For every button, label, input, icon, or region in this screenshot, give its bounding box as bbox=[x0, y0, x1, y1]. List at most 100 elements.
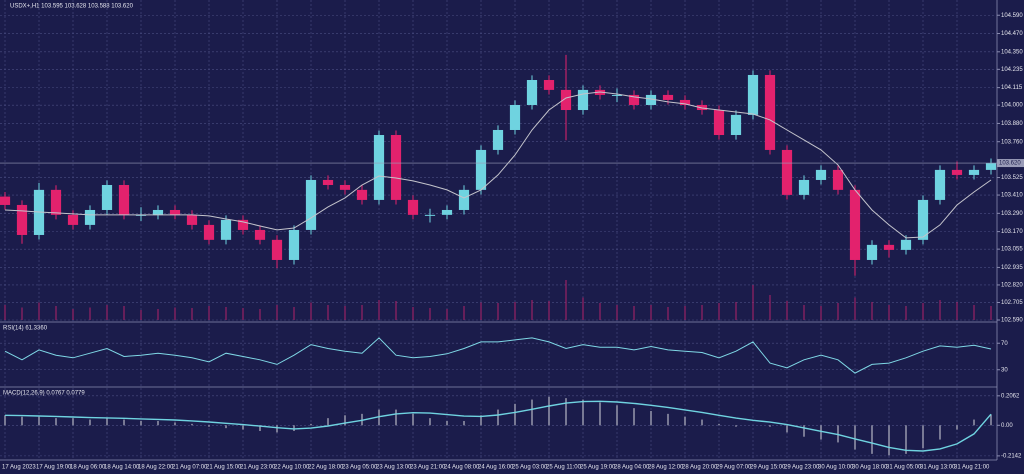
x-tick-label: 29 Aug 07:00 bbox=[716, 465, 752, 471]
candle-body bbox=[815, 169, 827, 180]
x-tick-label: 18 Aug 14:00 bbox=[104, 465, 140, 471]
y-tick-label: 0.2062 bbox=[1001, 393, 1020, 399]
y-tick-label: 103.880 bbox=[1001, 121, 1023, 127]
x-tick-label: 25 Aug 19:00 bbox=[580, 465, 616, 471]
y-tick-label: 70 bbox=[1001, 341, 1008, 347]
candle-body bbox=[186, 214, 198, 225]
last-price-box bbox=[997, 159, 1024, 168]
candle-body bbox=[458, 189, 470, 210]
rsi-line bbox=[4, 337, 992, 374]
x-tick-label: 28 Aug 04:00 bbox=[614, 465, 650, 471]
candle-body bbox=[373, 135, 385, 200]
candle-body bbox=[118, 184, 130, 215]
candle-body bbox=[67, 214, 79, 225]
candle-body bbox=[968, 169, 980, 175]
candle-body bbox=[424, 214, 436, 216]
candle-body bbox=[271, 239, 283, 260]
y-tick-label: 104.000 bbox=[1001, 103, 1023, 109]
candle-body bbox=[985, 163, 997, 170]
x-tick-label: 29 Aug 23:00 bbox=[784, 465, 820, 471]
y-tick-label: 102.705 bbox=[1001, 300, 1023, 306]
x-tick-label: 28 Aug 20:00 bbox=[682, 465, 718, 471]
candle-body bbox=[169, 209, 181, 215]
candle-body bbox=[390, 135, 402, 200]
x-tick-label: 31 Aug 13:00 bbox=[920, 465, 956, 471]
candle-body bbox=[900, 239, 912, 250]
candle-body bbox=[662, 94, 674, 100]
candle-body bbox=[543, 80, 555, 90]
candle-body bbox=[50, 189, 62, 215]
y-tick-label: 103.410 bbox=[1001, 193, 1023, 199]
candle-body bbox=[764, 74, 776, 150]
y-tick-label: 104.115 bbox=[1001, 85, 1023, 91]
x-tick-label: 21 Aug 23:00 bbox=[240, 465, 276, 471]
x-tick-label: 31 Aug 05:00 bbox=[886, 465, 922, 471]
candle-body bbox=[883, 244, 895, 250]
macd-signal-line bbox=[4, 400, 992, 452]
candle-body bbox=[832, 169, 844, 190]
candle-body bbox=[101, 184, 113, 210]
x-tick-label: 22 Aug 10:00 bbox=[274, 465, 310, 471]
candle-body bbox=[560, 89, 572, 111]
candle-body bbox=[866, 244, 878, 260]
candle-body bbox=[288, 229, 300, 260]
y-tick-label: 30 bbox=[1001, 367, 1008, 373]
macd-title: MACD(12,26,9) 0.0767 0.0779 bbox=[3, 391, 85, 397]
x-tick-label: 18 Aug 06:00 bbox=[70, 465, 106, 471]
candle-body bbox=[747, 74, 759, 115]
candle-body bbox=[798, 179, 810, 195]
x-tick-label: 23 Aug 13:00 bbox=[376, 465, 412, 471]
x-tick-label: 18 Aug 22:00 bbox=[138, 465, 174, 471]
x-tick-label: 31 Aug 21:00 bbox=[954, 465, 990, 471]
candle-body bbox=[951, 169, 963, 175]
y-tick-label: 103.170 bbox=[1001, 229, 1023, 235]
candle-body bbox=[526, 80, 538, 105]
x-tick-label: 24 Aug 08:00 bbox=[444, 465, 480, 471]
y-tick-label: 104.470 bbox=[1001, 31, 1023, 37]
y-tick-label: 0.00 bbox=[1001, 423, 1013, 429]
y-tick-label: 103.525 bbox=[1001, 175, 1023, 181]
x-tick-label: 28 Aug 12:00 bbox=[648, 465, 684, 471]
x-tick-label: 30 Aug 10:00 bbox=[818, 465, 854, 471]
candle-body bbox=[492, 129, 504, 150]
candle-body bbox=[628, 94, 640, 105]
candle-body bbox=[84, 209, 96, 225]
rsi-title: RSI(14) 61.3360 bbox=[3, 326, 48, 332]
x-tick-label: 21 Aug 15:00 bbox=[206, 465, 242, 471]
candle-body bbox=[237, 219, 249, 230]
candle-body bbox=[322, 179, 334, 185]
candle-body bbox=[781, 149, 793, 195]
candle-body bbox=[713, 110, 725, 136]
y-tick-label: 103.760 bbox=[1001, 139, 1023, 145]
y-tick-label: 104.350 bbox=[1001, 49, 1023, 55]
y-tick-label: 103.290 bbox=[1001, 211, 1023, 217]
candle-body bbox=[356, 189, 368, 200]
candle-body bbox=[611, 94, 623, 96]
y-tick-label: 104.590 bbox=[1001, 13, 1023, 19]
y-tick-label: 104.235 bbox=[1001, 67, 1023, 73]
x-tick-label: 25 Aug 03:00 bbox=[512, 465, 548, 471]
candle-body bbox=[441, 209, 453, 215]
x-tick-label: 30 Aug 18:00 bbox=[852, 465, 888, 471]
candle-body bbox=[305, 179, 317, 230]
x-tick-label: 25 Aug 11:00 bbox=[546, 465, 582, 471]
candle-body bbox=[339, 184, 351, 190]
y-tick-label: -0.2142 bbox=[1001, 453, 1022, 459]
x-tick-label: 24 Aug 16:00 bbox=[478, 465, 514, 471]
y-tick-label: 103.055 bbox=[1001, 247, 1023, 253]
candle-body bbox=[203, 224, 215, 240]
candle-body bbox=[16, 204, 28, 235]
x-tick-label: 17 Aug 19:00 bbox=[36, 465, 72, 471]
moving-average bbox=[4, 91, 992, 239]
y-tick-label: 102.820 bbox=[1001, 283, 1023, 289]
candle-body bbox=[645, 94, 657, 105]
candle-body bbox=[730, 114, 742, 136]
x-tick-label: 22 Aug 18:00 bbox=[308, 465, 344, 471]
candle-body bbox=[475, 149, 487, 190]
candle-body bbox=[577, 89, 589, 111]
candle-body bbox=[849, 189, 861, 260]
candle-body bbox=[152, 209, 164, 215]
candle-body bbox=[934, 169, 946, 200]
